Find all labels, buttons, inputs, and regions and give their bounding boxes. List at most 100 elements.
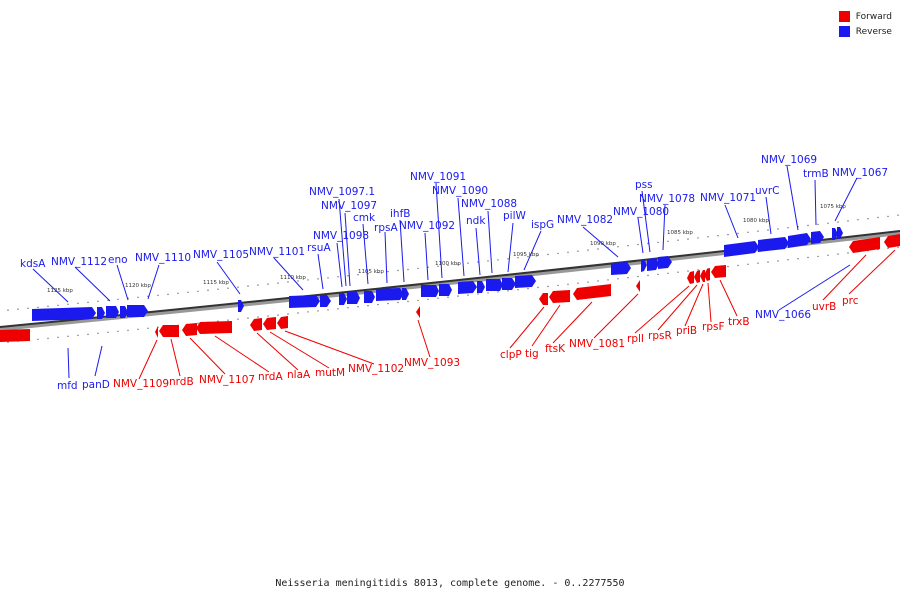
gene-label[interactable]: pss <box>635 179 653 191</box>
gene-label[interactable]: uvrC <box>755 185 780 197</box>
gene-arrow-NMV_1067[interactable] <box>837 227 843 239</box>
gene-arrow-rpsF[interactable] <box>704 268 710 281</box>
gene-label[interactable]: ihfB <box>390 208 410 220</box>
gene-label[interactable]: NMV_1082 <box>557 214 613 226</box>
gene-arrow-NMV_1081[interactable] <box>636 280 640 292</box>
gene-label[interactable]: NMV_1101 <box>249 246 305 258</box>
gene-arrow-NMV_1107[interactable] <box>196 321 232 334</box>
gene-label[interactable]: ndk <box>466 215 486 227</box>
gene-arrow-rplI[interactable] <box>687 271 694 284</box>
gene-label[interactable]: panD <box>82 379 110 391</box>
gene-label[interactable]: NMV_1092 <box>399 220 455 232</box>
gene-arrow-NMV_1101[interactable] <box>289 295 320 308</box>
gene-label[interactable]: rpsR <box>648 330 672 342</box>
gene-arrow-uvrB[interactable] <box>849 237 880 253</box>
gene-label[interactable]: NMV_1109 <box>113 378 169 390</box>
gene-label[interactable]: NMV_1081 <box>569 338 625 350</box>
gene-label[interactable]: NMV_1105 <box>193 249 249 261</box>
gene-arrow-NMV_1071[interactable] <box>724 241 759 257</box>
legend-reverse[interactable]: Reverse <box>838 24 892 39</box>
gene-arrow-NMV_1105[interactable] <box>238 300 244 312</box>
gene-label[interactable]: tig <box>525 348 539 360</box>
gene-label[interactable]: NMV_1069 <box>761 154 817 166</box>
gene-arrow-trxB[interactable] <box>711 265 726 278</box>
gene-arrow-left-edge[interactable] <box>0 329 30 342</box>
gene-label[interactable]: priB <box>676 325 697 337</box>
gene-arrow-NMV_1069[interactable] <box>788 233 811 248</box>
gene-arrow-priB[interactable] <box>700 270 705 282</box>
gene-label[interactable]: prc <box>842 295 859 307</box>
gene-arrow-tig[interactable] <box>549 290 570 303</box>
gene-arrow-nlaA[interactable] <box>263 317 276 330</box>
gene-label[interactable]: NMV_1110 <box>135 252 191 264</box>
gene-arrow-pss[interactable] <box>647 258 659 271</box>
gene-label[interactable]: trmB <box>803 168 829 180</box>
gene-label[interactable]: pilW <box>503 210 526 222</box>
gene-label[interactable]: ispG <box>531 219 554 231</box>
gene-arrow-NMV_1080[interactable] <box>641 259 647 272</box>
gene-label[interactable]: clpP <box>500 349 522 361</box>
gene-arrow-NMV_1091[interactable] <box>439 284 452 296</box>
gene-label[interactable]: NMV_1080 <box>613 206 669 218</box>
gene-label[interactable]: NMV_1067 <box>832 167 888 179</box>
gene-arrow-prc[interactable] <box>884 234 900 248</box>
gene-arrow-mutM[interactable] <box>277 316 288 329</box>
gene-arrow-NMV_1097[interactable] <box>347 292 360 304</box>
gene-arrow-NMV_1092[interactable] <box>421 285 439 297</box>
gene-arrow-ftsK[interactable] <box>573 284 611 300</box>
gene-arrow-cmk[interactable] <box>364 291 375 303</box>
gene-arrow-NMV_1110a[interactable] <box>120 306 128 318</box>
gene-arrow-rsuA[interactable] <box>320 295 331 307</box>
gene-label[interactable]: nrdA <box>258 371 283 383</box>
gene-arrow-kdsA[interactable] <box>32 307 96 321</box>
gene-label[interactable]: eno <box>108 254 128 266</box>
gene-label[interactable]: NMV_1097.1 <box>309 186 375 198</box>
gene-arrow-NMV_1093[interactable] <box>416 306 420 318</box>
gene-arrow-nrdB[interactable] <box>159 325 179 337</box>
gene-arrow-ihfB[interactable] <box>402 288 409 300</box>
gene-label[interactable]: rplI <box>627 333 644 345</box>
gene-label[interactable]: NMV_1093 <box>404 357 460 369</box>
gene-label[interactable]: trxB <box>728 316 750 328</box>
gene-label[interactable]: rpsA <box>374 222 398 234</box>
gene-label[interactable]: mfd <box>57 380 78 392</box>
gene-label[interactable]: rpsF <box>702 321 725 333</box>
gene-arrow-rpsA[interactable] <box>376 288 404 301</box>
gene-label[interactable]: NMV_1078 <box>639 193 695 205</box>
gene-label[interactable]: NMV_1102 <box>348 363 404 375</box>
gene-arrow-NMV_1082[interactable] <box>611 262 631 275</box>
gene-label[interactable]: NMV_1097 <box>321 200 377 212</box>
gene-label[interactable]: cmk <box>353 212 376 224</box>
gene-arrow-NMV_1078[interactable] <box>658 256 672 269</box>
gene-arrow-NMV_1098[interactable] <box>339 293 347 305</box>
gene-arrow-NMV_1112[interactable] <box>97 307 105 319</box>
legend-forward[interactable]: Forward <box>838 9 892 24</box>
gene-arrow-eno[interactable] <box>106 306 119 318</box>
gene-label[interactable]: NMV_1091 <box>410 171 466 183</box>
gene-label[interactable]: NMV_1090 <box>432 185 488 197</box>
gene-arrow-NMV_1107a[interactable] <box>182 323 197 336</box>
gene-label[interactable]: mutM <box>315 367 345 379</box>
gene-arrow-NMV_1110[interactable] <box>127 305 148 317</box>
gene-label[interactable]: rsuA <box>307 242 331 254</box>
gene-arrow-NMV_1088[interactable] <box>486 279 503 291</box>
gene-label[interactable]: nlaA <box>287 369 311 381</box>
gene-arrow-uvrC[interactable] <box>758 237 789 252</box>
gene-arrow-NMV_1090[interactable] <box>458 281 477 294</box>
gene-arrow-clpP[interactable] <box>539 293 548 305</box>
gene-arrow-NMV_1109[interactable] <box>155 326 158 338</box>
gene-arrow-trmB[interactable] <box>811 231 824 244</box>
gene-arrow-pilW[interactable] <box>502 278 516 290</box>
gene-label[interactable]: nrdB <box>169 376 194 388</box>
gene-label[interactable]: ftsK <box>545 343 566 355</box>
gene-label[interactable]: kdsA <box>20 258 46 270</box>
gene-arrow-rpsR[interactable] <box>694 270 700 283</box>
gene-arrow-ndk[interactable] <box>477 281 485 293</box>
gene-label[interactable]: NMV_1107 <box>199 374 255 386</box>
gene-arrow-ispG[interactable] <box>515 275 536 288</box>
gene-label[interactable]: uvrB <box>812 301 836 313</box>
gene-arrow-nrdA[interactable] <box>250 318 262 331</box>
gene-label[interactable]: NMV_1066 <box>755 309 811 321</box>
gene-label[interactable]: NMV_1088 <box>461 198 517 210</box>
gene-label[interactable]: NMV_1098 <box>313 230 369 242</box>
